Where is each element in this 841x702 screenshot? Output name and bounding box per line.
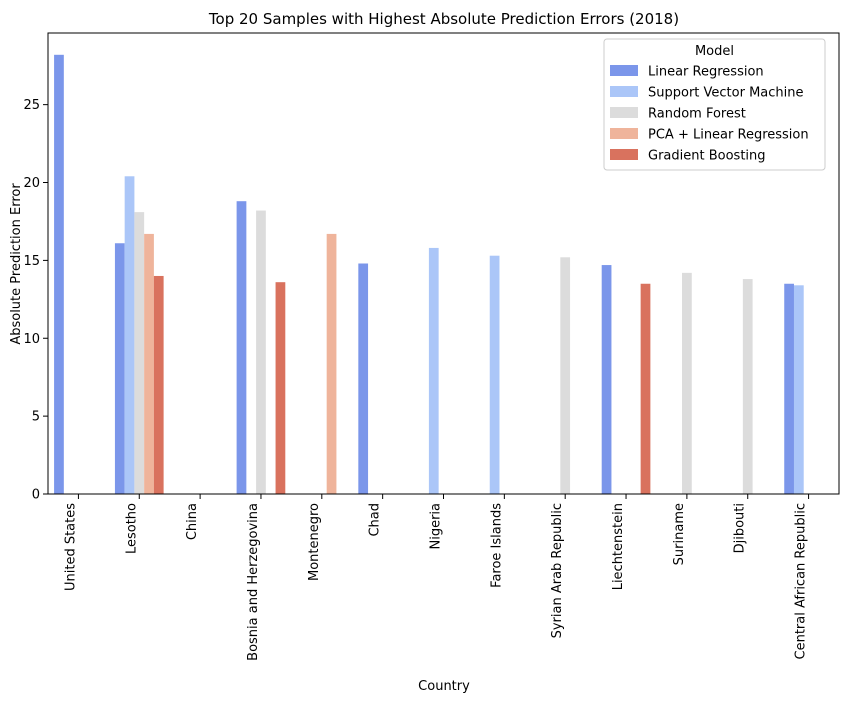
bar-linear-regression-lesotho <box>114 243 125 494</box>
y-tick-label: 20 <box>23 176 40 191</box>
legend-label: Gradient Boosting <box>648 149 766 164</box>
bar-support-vector-machine-faroe-islands <box>489 255 500 494</box>
y-tick-label: 15 <box>23 254 40 269</box>
legend-label: Random Forest <box>648 107 746 122</box>
legend-swatch <box>610 86 638 97</box>
x-tick-label: United States <box>63 503 78 591</box>
x-tick-label: Bosnia and Herzegovina <box>246 503 261 661</box>
legend-label: Support Vector Machine <box>648 86 804 101</box>
x-tick-label: China <box>185 503 200 540</box>
bar-random-forest-djibouti <box>742 279 753 494</box>
legend-label: PCA + Linear Regression <box>648 128 809 143</box>
bar-gradient-boosting-lesotho <box>153 275 164 494</box>
bar-random-forest-syrian-arab-republic <box>560 257 571 494</box>
x-tick-label: Djibouti <box>733 503 748 553</box>
legend-swatch <box>610 65 638 76</box>
x-tick-label: Montenegro <box>307 503 322 581</box>
legend-box <box>603 38 826 171</box>
bar-random-forest-lesotho <box>134 212 145 494</box>
legend: Model Linear Regression Support Vector Mac… <box>603 38 826 171</box>
y-tick-label: 0 <box>32 488 40 503</box>
bar-linear-regression-chad <box>358 263 369 494</box>
bar-gradient-boosting-liechtenstein <box>640 283 651 494</box>
legend-swatch <box>610 107 638 118</box>
x-tick-label: Liechtenstein <box>611 503 626 590</box>
axes: 0 5 10 15 20 25 United States Lesotho China Bosni… <box>23 32 840 661</box>
x-tick-label: Nigeria <box>429 503 444 550</box>
bar-random-forest-bosnia-and-herzegovina <box>256 210 266 495</box>
x-axis-label: Country <box>418 679 470 694</box>
x-tick-label: Chad <box>368 503 383 537</box>
bar-support-vector-machine-nigeria <box>428 247 439 494</box>
x-tick-label: Central African Republic <box>794 503 809 659</box>
y-axis-label: Absolute Prediction Error <box>9 183 24 345</box>
x-tick-label: Faroe Islands <box>489 503 504 588</box>
x-tick-label: Lesotho <box>124 503 139 554</box>
bars <box>54 54 804 495</box>
bar-linear-regression-liechtenstein <box>601 265 612 494</box>
x-tick-label: Syrian Arab Republic <box>550 503 565 638</box>
bar-linear-regression-bosnia-and-herzegovina <box>236 201 247 494</box>
bar-pca-linear-regression-lesotho <box>144 233 154 494</box>
y-tick-label: 25 <box>23 98 40 113</box>
legend-title: Model <box>695 44 734 59</box>
bar-random-forest-suriname <box>682 272 692 494</box>
y-tick-label: 5 <box>32 410 40 425</box>
bar-support-vector-machine-central-african-republic <box>793 285 804 494</box>
bar-gradient-boosting-bosnia-and-herzegovina <box>275 282 286 494</box>
legend-swatch <box>610 128 638 139</box>
y-tick-label: 10 <box>23 332 40 347</box>
bar-linear-regression-central-african-republic <box>784 283 794 494</box>
bar-pca-linear-regression-montenegro <box>326 233 337 494</box>
legend-label: Linear Regression <box>648 65 764 80</box>
x-tick-label: Suriname <box>672 503 687 565</box>
bar-support-vector-machine-lesotho <box>124 176 135 494</box>
chart-title: Top 20 Samples with Highest Absolute Pre… <box>208 10 679 28</box>
legend-swatch <box>610 149 638 160</box>
bar-linear-regression-united-states <box>54 54 64 495</box>
